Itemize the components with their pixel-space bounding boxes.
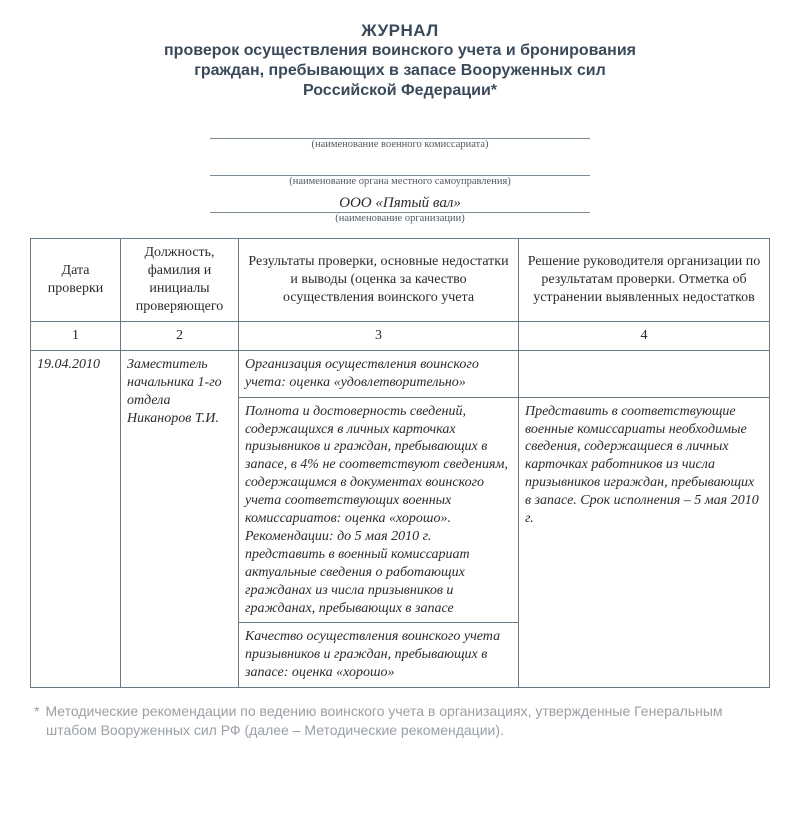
- colnum-4: 4: [519, 321, 770, 350]
- header-results: Результаты проверки, основные недостатки…: [239, 239, 519, 322]
- colnum-3: 3: [239, 321, 519, 350]
- table-header-row: Дата проверки Должность, фамилия и иници…: [31, 239, 770, 322]
- organization-line: ООО «Пятый вал»: [210, 193, 590, 213]
- local-gov-caption: (наименование органа местного самоуправл…: [210, 176, 590, 187]
- title-line-3: граждан, пребывающих в запасе Вооруженны…: [30, 61, 770, 81]
- header-position: Должность, фамилия и инициалы проверяюще…: [121, 239, 239, 322]
- title-line-1: ЖУРНАЛ: [30, 20, 770, 41]
- journal-table: Дата проверки Должность, фамилия и иници…: [30, 238, 770, 688]
- cell-decision: Представить в соответствующие военные ко…: [519, 397, 770, 688]
- organization-caption: (наименование организации): [210, 213, 590, 224]
- document-title: ЖУРНАЛ проверок осуществления воинского …: [30, 20, 770, 101]
- footnote-text: Методические рекомендации по ведению вои…: [45, 703, 722, 738]
- commissariat-line: [210, 119, 590, 139]
- cell-decision-empty: [519, 350, 770, 397]
- table-number-row: 1 2 3 4: [31, 321, 770, 350]
- title-line-2: проверок осуществления воинского учета и…: [30, 41, 770, 61]
- footnote-star: *: [34, 703, 39, 719]
- table-row: 19.04.2010 Заместитель начальника 1-го о…: [31, 350, 770, 397]
- commissariat-caption: (наименование военного комиссариата): [210, 139, 590, 150]
- cell-position: Заместитель начальника 1-го отдела Никан…: [121, 350, 239, 687]
- colnum-1: 1: [31, 321, 121, 350]
- cell-date: 19.04.2010: [31, 350, 121, 687]
- cell-result-3: Качество осуществления воинского учета п…: [239, 623, 519, 688]
- colnum-2: 2: [121, 321, 239, 350]
- header-date: Дата проверки: [31, 239, 121, 322]
- cell-result-2: Полнота и достоверность сведений, содерж…: [239, 397, 519, 623]
- header-fields-block: (наименование военного комиссариата) (на…: [210, 119, 590, 224]
- header-decision: Решение руководителя организации по резу…: [519, 239, 770, 322]
- local-gov-line: [210, 156, 590, 176]
- footnote: *Методические рекомендации по ведению во…: [42, 702, 770, 740]
- cell-result-1: Организация осуществления воинского учет…: [239, 350, 519, 397]
- title-line-4: Российской Федерации*: [30, 81, 770, 101]
- organization-value: ООО «Пятый вал»: [339, 195, 461, 211]
